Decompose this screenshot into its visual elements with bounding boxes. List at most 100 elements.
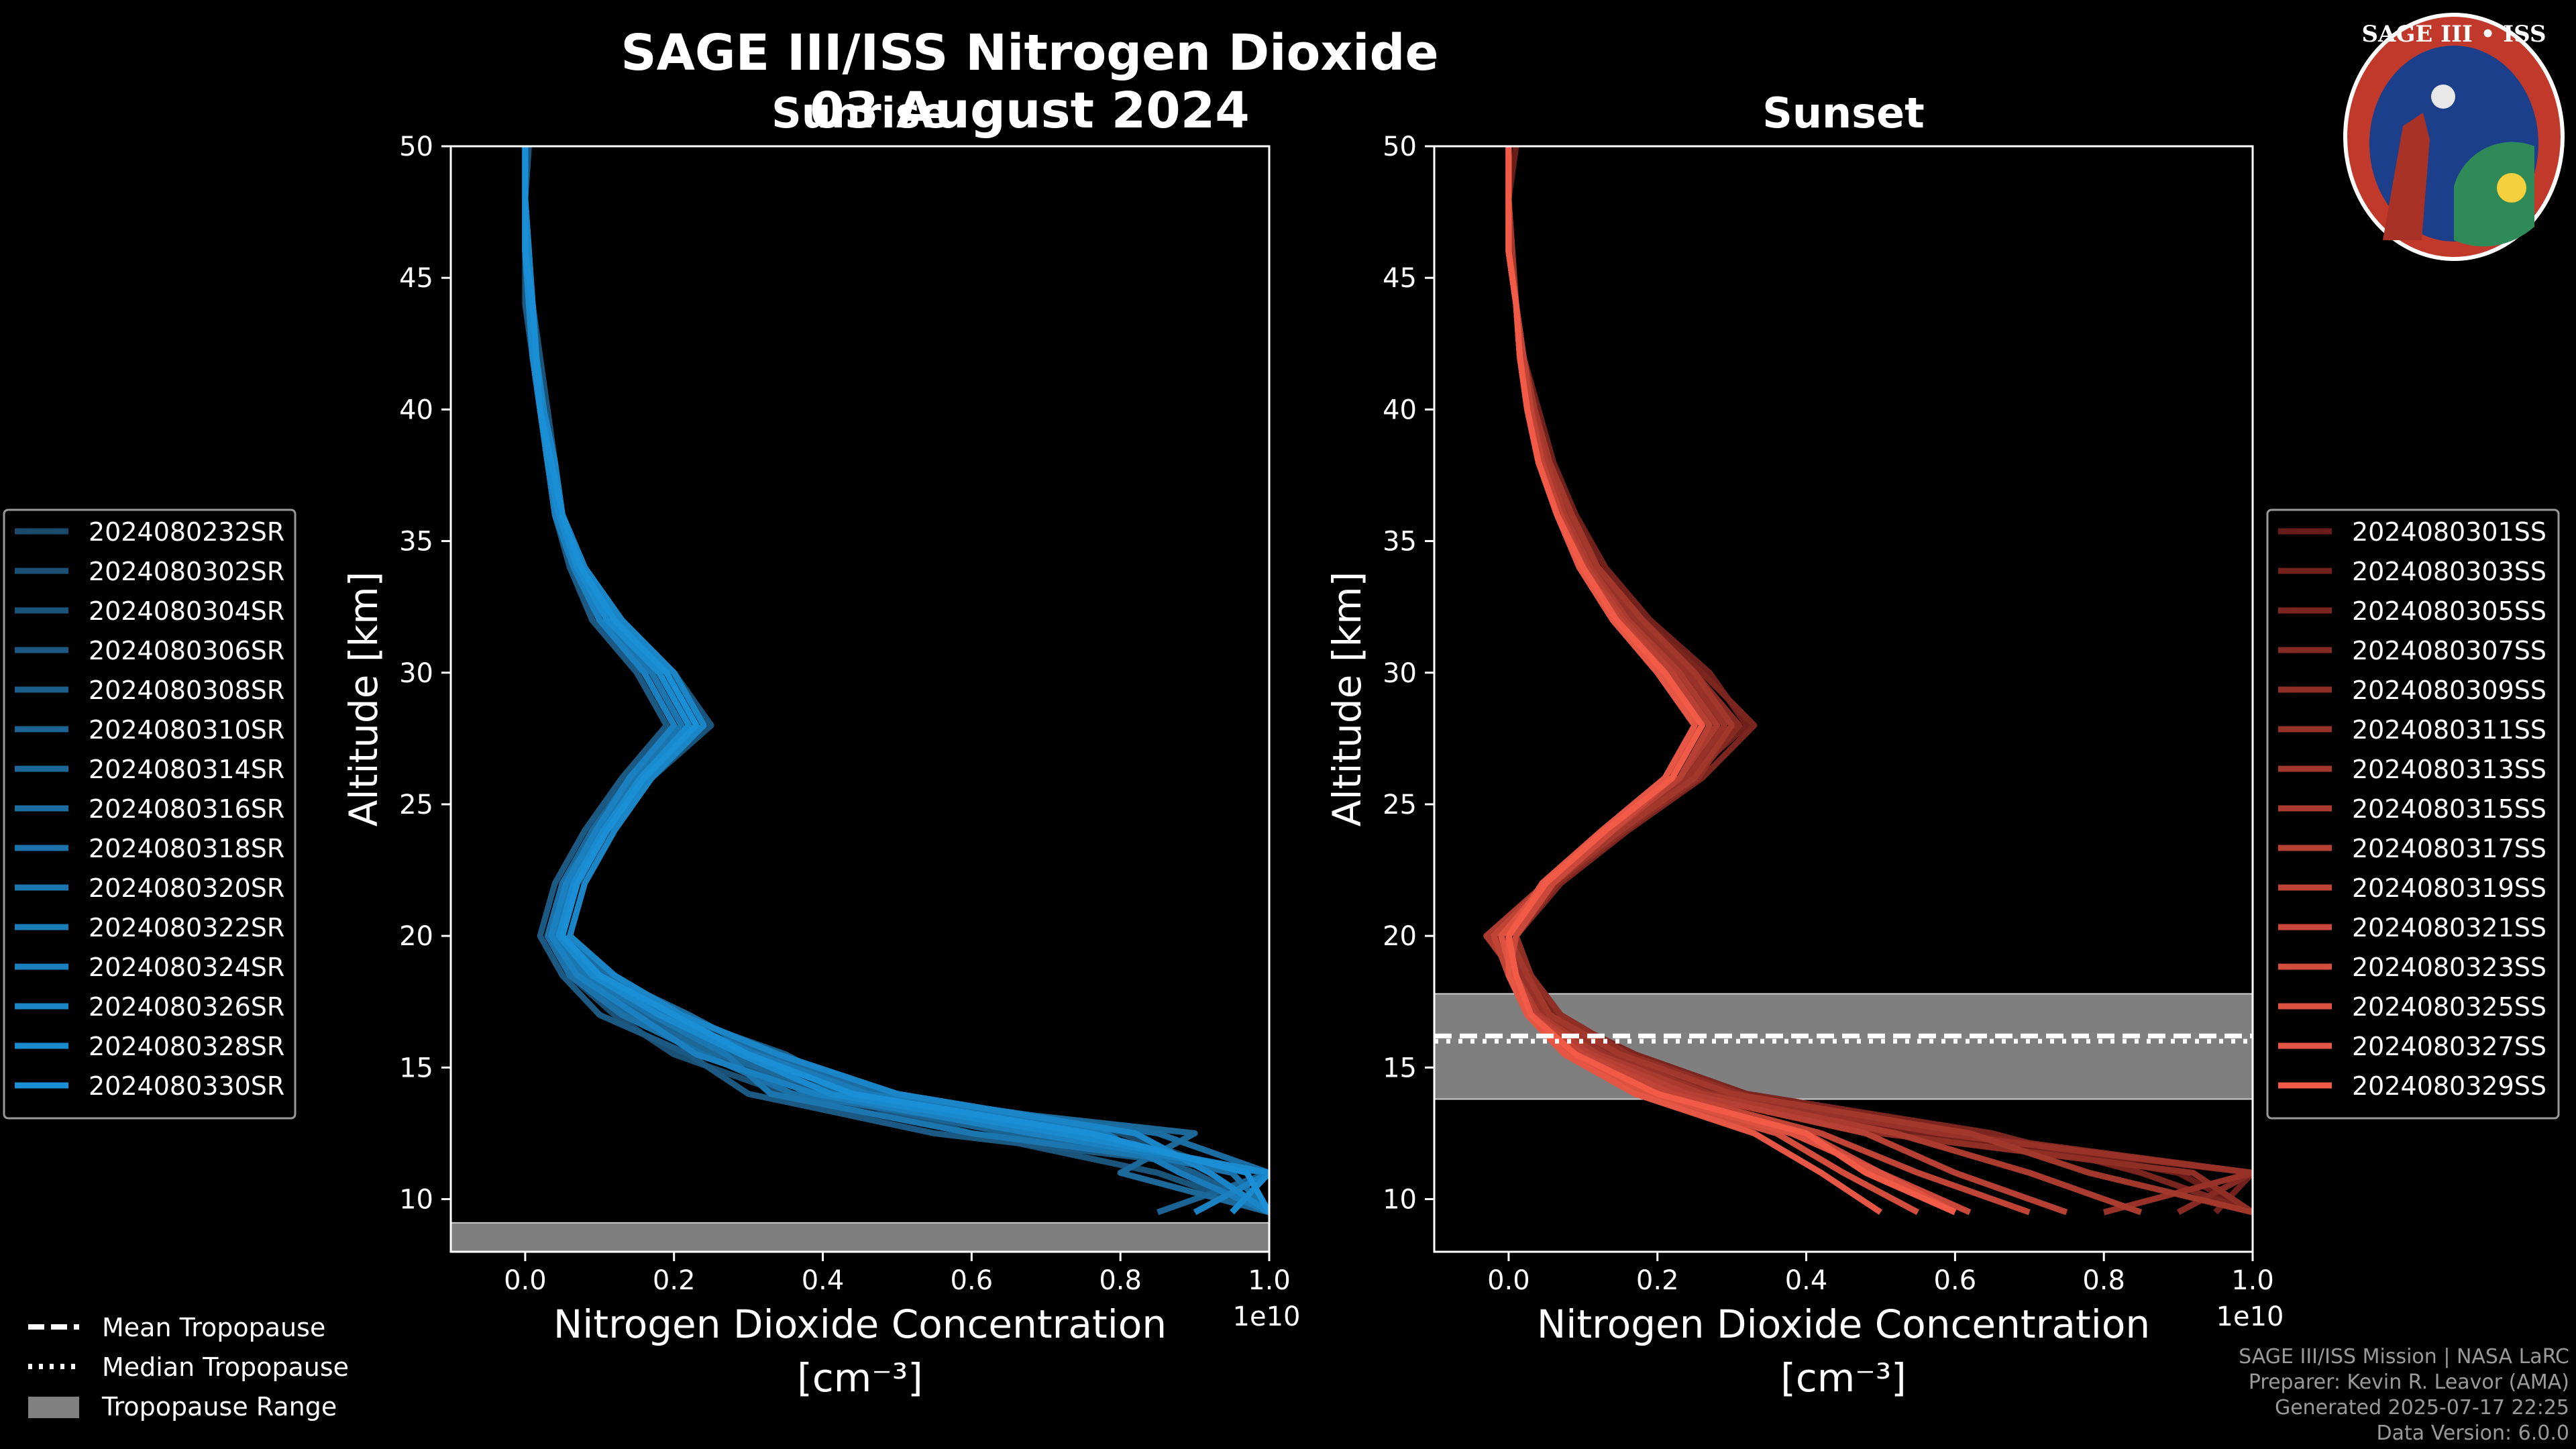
legend-label-2024080325SS: 2024080325SS [2352, 992, 2546, 1022]
footer-version: Data Version: 6.0.0 [2376, 1421, 2569, 1445]
series-line-2024080326SR [522, 146, 1269, 1215]
tropopause-range-label: Tropopause Range [101, 1392, 337, 1421]
sunrise-y-tick-label: 40 [399, 394, 433, 425]
sunrise-x-scale-label: 1e10 [1233, 1301, 1301, 1332]
sunset-legend: 2024080301SS 2024080303SS 2024080305SS 2024… [2266, 508, 2560, 1120]
legend-label-2024080313SS: 2024080313SS [2352, 755, 2546, 784]
sunrise-x-tick-label: 0.0 [504, 1265, 547, 1296]
sunrise-x-tick-label: 0.4 [802, 1265, 845, 1296]
sunset-y-tick-label: 25 [1383, 790, 1417, 820]
legend-label-2024080329SS: 2024080329SS [2352, 1071, 2546, 1101]
legend-label-2024080327SS: 2024080327SS [2352, 1032, 2546, 1061]
legend-label-2024080328SR: 2024080328SR [89, 1032, 284, 1061]
sunset-y-tick-label: 50 [1383, 131, 1417, 162]
series-line-2024080304SR [522, 146, 1269, 1216]
sunrise-tropopause-range [451, 1222, 1269, 1252]
series-line-2024080318SR [522, 146, 1269, 1215]
series-line-2024080232SR [522, 146, 1269, 1215]
series-line-2024080316SR [522, 146, 1269, 1216]
legend-label-2024080320SR: 2024080320SR [89, 873, 284, 903]
sunrise-y-axis-label: Altitude [km] [341, 572, 386, 826]
sunset-x-axis-label: Nitrogen Dioxide Concentration [1537, 1301, 2150, 1347]
footer-generated: Generated 2025-07-17 22:25 [2274, 1396, 2569, 1419]
legend-label-2024080307SS: 2024080307SS [2352, 636, 2546, 665]
legend-label-2024080322SR: 2024080322SR [89, 913, 284, 943]
legend-label-2024080318SR: 2024080318SR [89, 834, 284, 863]
sunrise-x-axis-label: Nitrogen Dioxide Concentration [553, 1301, 1167, 1347]
sunset-x-tick-label: 0.4 [1785, 1265, 1828, 1296]
legend-label-2024080317SS: 2024080317SS [2352, 834, 2546, 863]
legend-label-2024080306SR: 2024080306SR [89, 636, 284, 665]
logo-figure-icon [2383, 113, 2430, 240]
series-line-2024080306SR [522, 146, 1269, 1215]
legend-label-2024080309SS: 2024080309SS [2352, 676, 2546, 705]
footer-preparer: Preparer: Kevin R. Leavor (AMA) [2248, 1371, 2569, 1394]
sunrise-y-tick-label: 15 [399, 1053, 433, 1083]
figure-title: SAGE III/ISS Nitrogen Dioxide [621, 24, 1438, 82]
median-tropopause-label: Median Tropopause [102, 1352, 349, 1382]
sunrise-axes-frame [449, 145, 1271, 1253]
series-line-2024080308SR [522, 146, 1269, 1216]
series-line-2024080320SR [522, 146, 1269, 1215]
sunset-x-tick-label: 0.6 [1934, 1265, 1977, 1296]
legend-label-2024080314SR: 2024080314SR [89, 755, 284, 784]
sunrise-x-tick-label: 0.8 [1099, 1265, 1142, 1296]
legend-label-2024080315SS: 2024080315SS [2352, 794, 2546, 824]
legend-label-2024080302SR: 2024080302SR [89, 557, 284, 586]
sunset-y-tick-label: 40 [1383, 394, 1417, 425]
sunset-plot-area [1434, 146, 2253, 1216]
mean-tropopause-label: Mean Tropopause [102, 1313, 325, 1342]
legend-label-2024080330SR: 2024080330SR [89, 1071, 284, 1101]
tropopause-range-swatch [28, 1397, 79, 1418]
footer-mission: SAGE III/ISS Mission | NASA LaRC [2239, 1345, 2569, 1368]
sunset-y-tick-label: 10 [1383, 1185, 1417, 1216]
sunset-x-tick-label: 1.0 [2231, 1265, 2274, 1296]
sage-iii-iss-logo: SAGE III • ISS [2343, 13, 2565, 261]
legend-label-2024080324SR: 2024080324SR [89, 953, 284, 982]
sunset-y-tick-label: 20 [1383, 921, 1417, 952]
sunrise-x-tick-label: 0.6 [951, 1265, 994, 1296]
sunrise-x-axis-units: [cm⁻³] [797, 1355, 923, 1401]
logo-sun-icon [2497, 173, 2526, 203]
sunset-x-tick-label: 0.0 [1487, 1265, 1530, 1296]
logo-moon-icon [2431, 85, 2455, 109]
series-line-2024080310SR [522, 146, 1269, 1216]
legend-label-2024080308SR: 2024080308SR [89, 676, 284, 705]
legend-label-2024080326SR: 2024080326SR [89, 992, 284, 1022]
legend-label-2024080310SR: 2024080310SR [89, 715, 284, 745]
footer-credits: SAGE III/ISS Mission | NASA LaRC Prepare… [2239, 1344, 2569, 1446]
legend-label-2024080319SS: 2024080319SS [2352, 873, 2546, 903]
series-line-2024080324SR [522, 146, 1269, 1216]
series-line-2024080302SR [522, 146, 1269, 1216]
sunset-x-tick-label: 0.2 [1636, 1265, 1679, 1296]
legend-label-2024080321SS: 2024080321SS [2352, 913, 2546, 943]
series-line-2024080330SR [522, 146, 1269, 1214]
legend-label-2024080311SS: 2024080311SS [2352, 715, 2546, 745]
sunrise-y-tick-label: 35 [399, 527, 433, 557]
logo-text: SAGE III • ISS [2361, 21, 2546, 48]
sunrise-y-tick-label: 25 [399, 790, 433, 820]
sunrise-y-tick-label: 10 [399, 1185, 433, 1216]
legend-label-2024080301SS: 2024080301SS [2352, 517, 2546, 547]
sunset-x-scale-label: 1e10 [2216, 1301, 2284, 1332]
series-line-2024080314SR [522, 146, 1269, 1216]
series-line-2024080329SS [1505, 146, 1957, 1216]
sunrise-x-tick-label: 1.0 [1248, 1265, 1291, 1296]
sunset-y-tick-label: 45 [1383, 263, 1417, 294]
sunrise-plot-area [451, 146, 1269, 1252]
sunrise-legend: 2024080232SR 2024080302SR 2024080304SR 2024… [3, 508, 297, 1120]
sunrise-legend-frame [3, 508, 297, 1120]
logo-earth-icon [2454, 142, 2534, 247]
sunset-panel-title: Sunset [1762, 89, 1925, 138]
sunrise-x-tick-label: 0.2 [653, 1265, 696, 1296]
sunset-y-tick-label: 35 [1383, 527, 1417, 557]
sunset-axes-frame [1433, 145, 2254, 1253]
sunrise-y-tick-label: 30 [399, 658, 433, 689]
legend-label-2024080232SR: 2024080232SR [89, 517, 284, 547]
sunrise-panel: Sunrise 0.0 0.2 0.4 0.6 0.8 1.0 10 15 20 25 30 35 40 4… [341, 89, 1300, 1401]
sunset-legend-frame [2266, 508, 2560, 1120]
sunset-x-tick-label: 0.8 [2082, 1265, 2125, 1296]
legend-label-2024080305SS: 2024080305SS [2352, 596, 2546, 626]
legend-label-2024080316SR: 2024080316SR [89, 794, 284, 824]
